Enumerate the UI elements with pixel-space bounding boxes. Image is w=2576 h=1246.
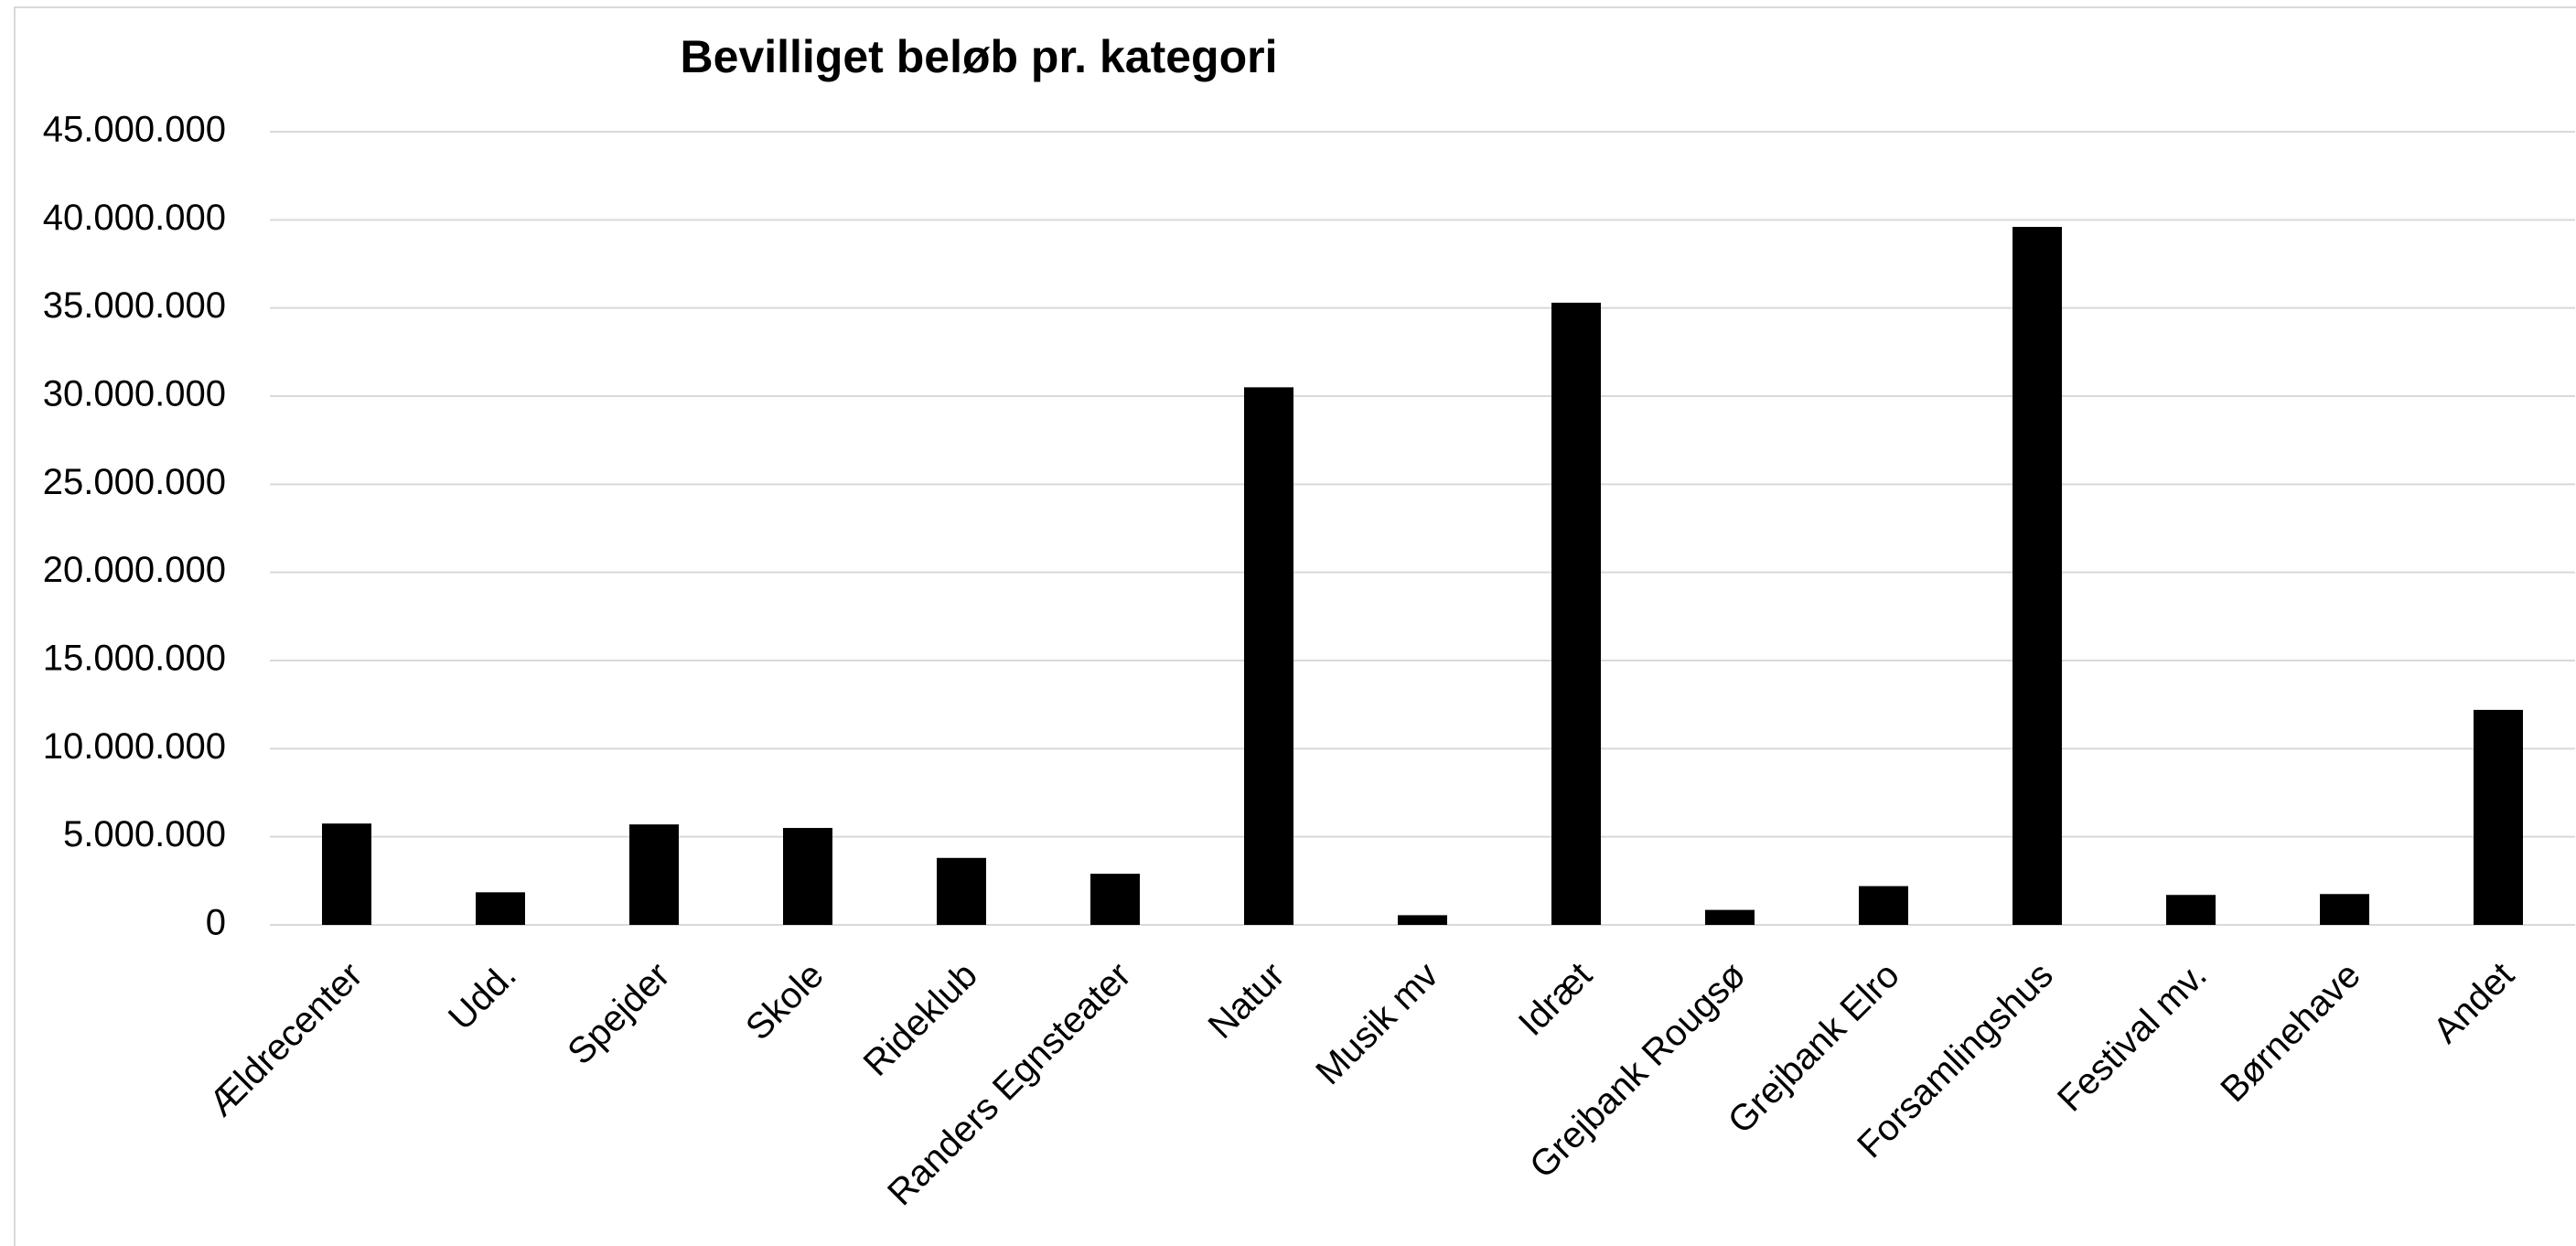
x-tick-label: Skole	[738, 955, 832, 1048]
bar	[2166, 895, 2216, 925]
y-tick-label: 20.000.000	[43, 550, 226, 590]
y-tick-label: 10.000.000	[43, 726, 226, 767]
y-tick-label: 15.000.000	[43, 639, 226, 679]
y-tick-label: 35.000.000	[43, 285, 226, 326]
bar	[1551, 302, 1601, 925]
x-tick-label: Rideklub	[856, 955, 985, 1084]
bar	[629, 824, 679, 925]
chart-title: Bevilliget beløb pr. kategori	[681, 31, 1278, 82]
bar	[1244, 387, 1293, 925]
bar	[2320, 894, 2369, 925]
y-tick-label: 40.000.000	[43, 198, 226, 238]
x-tick-label: Festival mv.	[2050, 955, 2215, 1120]
bar	[937, 857, 986, 925]
x-tick-label: Natur	[1201, 955, 1293, 1047]
chart-frame	[14, 6, 2576, 1246]
bar	[2474, 709, 2523, 925]
y-tick-label: 5.000.000	[63, 814, 226, 854]
x-tick-label: Ældrecenter	[201, 955, 370, 1124]
bar	[1090, 874, 1140, 925]
x-tick-label: Idræt	[1511, 955, 1600, 1044]
bar	[476, 892, 525, 925]
bar	[1859, 886, 1908, 925]
x-tick-label: Udd.	[441, 955, 524, 1038]
bar	[1705, 909, 1755, 925]
bar	[322, 823, 371, 925]
y-tick-label: 45.000.000	[43, 110, 226, 150]
y-tick-label: 25.000.000	[43, 462, 226, 502]
y-tick-label: 0	[206, 903, 226, 943]
bar	[1398, 915, 1447, 925]
bar	[2012, 227, 2062, 926]
y-tick-label: 30.000.000	[43, 374, 226, 414]
x-tick-label: Spejder	[560, 955, 678, 1073]
x-tick-label: Børnehave	[2213, 955, 2367, 1110]
x-tick-label: Andet	[2426, 955, 2522, 1051]
bar	[783, 828, 832, 925]
x-tick-label: Musik mv	[1308, 955, 1446, 1093]
